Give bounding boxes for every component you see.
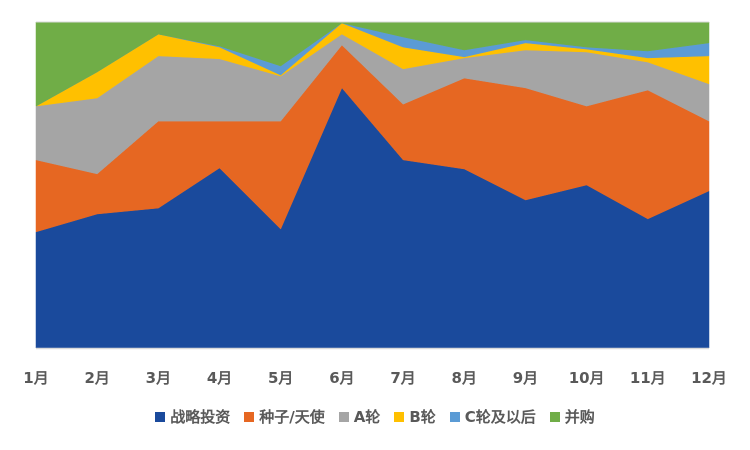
- legend: 战略投资 种子/天使 A轮 B轮 C轮及以后 并购: [0, 406, 750, 427]
- legend-label: 战略投资: [170, 408, 231, 426]
- legend-swatch-icon: [394, 411, 405, 422]
- legend-label: C轮及以后: [464, 408, 536, 426]
- x-axis-labels: 1月 2月 3月 4月 5月 6月 7月 8月 9月 10月 11月 12月: [23, 369, 727, 387]
- x-tick-label: 1月: [23, 369, 48, 387]
- x-tick-label: 6月: [329, 369, 354, 387]
- x-tick-label: 10月: [569, 369, 605, 387]
- x-tick-label: 7月: [390, 369, 415, 387]
- legend-swatch-icon: [155, 411, 166, 422]
- x-tick-label: 9月: [513, 369, 538, 387]
- legend-swatch-icon: [449, 411, 460, 422]
- x-tick-label: 2月: [84, 369, 109, 387]
- legend-label: 种子/天使: [259, 408, 325, 426]
- x-tick-label: 12月: [691, 369, 727, 387]
- x-tick-label: 5月: [268, 369, 293, 387]
- area-series-group: [35, 21, 710, 349]
- x-tick-label: 11月: [630, 369, 666, 387]
- chart-plot: 1月 2月 3月 4月 5月 6月 7月 8月 9月 10月 11月 12月: [23, 21, 727, 387]
- x-tick-label: 8月: [452, 369, 477, 387]
- legend-label: B轮: [409, 408, 436, 426]
- legend-swatch-icon: [549, 411, 560, 422]
- legend-swatch-icon: [244, 411, 255, 422]
- legend-label: A轮: [353, 408, 381, 426]
- legend-item-series-a: A轮: [338, 406, 381, 427]
- x-tick-label: 3月: [146, 369, 171, 387]
- x-tick-label: 4月: [207, 369, 232, 387]
- legend-item-seed-angel: 种子/天使: [244, 406, 325, 427]
- legend-item-strategic: 战略投资: [155, 406, 230, 427]
- legend-swatch-icon: [338, 411, 349, 422]
- legend-item-series-b: B轮: [394, 406, 436, 427]
- legend-item-series-c-plus: C轮及以后: [449, 406, 536, 427]
- legend-item-mna: 并购: [549, 406, 595, 427]
- legend-label: 并购: [564, 408, 595, 426]
